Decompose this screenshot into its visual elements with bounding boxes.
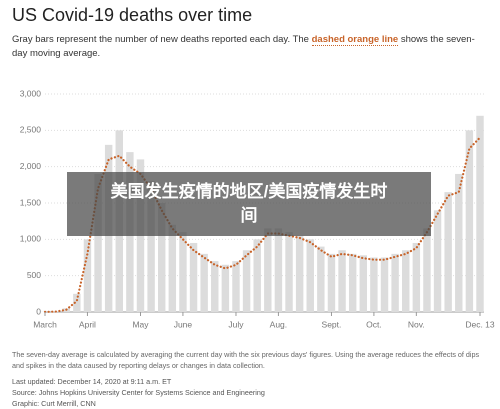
bar [274, 228, 283, 312]
bar [94, 173, 102, 312]
bar [412, 242, 421, 312]
bar [317, 246, 325, 312]
bar [264, 228, 272, 312]
y-tick-label: 1,500 [20, 197, 42, 207]
chart-title: US Covid-19 deaths over time [12, 5, 253, 25]
subtitle: Gray bars represent the number of new de… [12, 33, 482, 61]
y-tick-label: 500 [27, 270, 41, 280]
y-tick-label: 2,500 [20, 125, 42, 135]
y-tick-label: 0 [36, 306, 41, 316]
bar [476, 115, 484, 312]
x-tick-label: April [79, 319, 96, 329]
average-line [43, 136, 482, 313]
subtitle-text: shows the seven-day moving average. [12, 34, 475, 59]
bar [391, 253, 399, 312]
x-tick-label: Aug. [270, 319, 288, 329]
x-tick-label: Oct. [366, 319, 382, 329]
credit: Graphic: Curt Merrill, CNN [12, 399, 96, 408]
y-tick-label: 1,000 [20, 234, 42, 244]
x-tick-label: Nov. [408, 319, 425, 329]
x-tick-label: Dec. 13 [465, 319, 495, 329]
bar [221, 264, 230, 312]
source: Source: Johns Hopkins University Center … [12, 388, 265, 397]
bar [168, 224, 177, 312]
footnote: The seven-day average is calculated by a… [12, 350, 480, 370]
bar [211, 261, 219, 312]
subtitle-highlight: dashed orange line [311, 34, 399, 46]
x-tick-label: Sept. [322, 319, 342, 329]
last-updated: Last updated: December 14, 2020 at 9:11 … [12, 377, 172, 386]
bar [380, 257, 389, 312]
bar [423, 228, 431, 312]
bar [253, 239, 261, 312]
overlay-banner: 美国发生疫情的地区/美国疫情发生时间 [67, 172, 431, 236]
bar [455, 173, 463, 312]
bar [189, 242, 198, 312]
x-tick-label: March [33, 319, 57, 329]
bar [338, 250, 346, 312]
y-tick-label: 3,000 [20, 88, 42, 98]
bar [370, 257, 378, 312]
y-tick-label: 2,000 [20, 161, 42, 171]
bar [295, 235, 304, 312]
bar [348, 253, 357, 312]
x-tick-label: June [174, 319, 193, 329]
bar [444, 192, 452, 312]
bar [465, 130, 474, 312]
bar [402, 250, 410, 312]
bar [306, 239, 314, 312]
bar [73, 293, 81, 312]
bar [327, 253, 336, 312]
bar [433, 210, 442, 312]
bar [232, 261, 240, 312]
x-tick-label: July [228, 319, 244, 329]
bar [83, 239, 92, 312]
bar [157, 203, 166, 312]
bar [200, 253, 208, 312]
x-tick-label: May [132, 319, 149, 329]
bar [285, 232, 293, 312]
bar [359, 255, 368, 312]
bar [179, 232, 187, 312]
subtitle-text: Gray bars represent the number of new de… [12, 34, 312, 45]
bar [242, 250, 251, 312]
bar [147, 181, 155, 312]
